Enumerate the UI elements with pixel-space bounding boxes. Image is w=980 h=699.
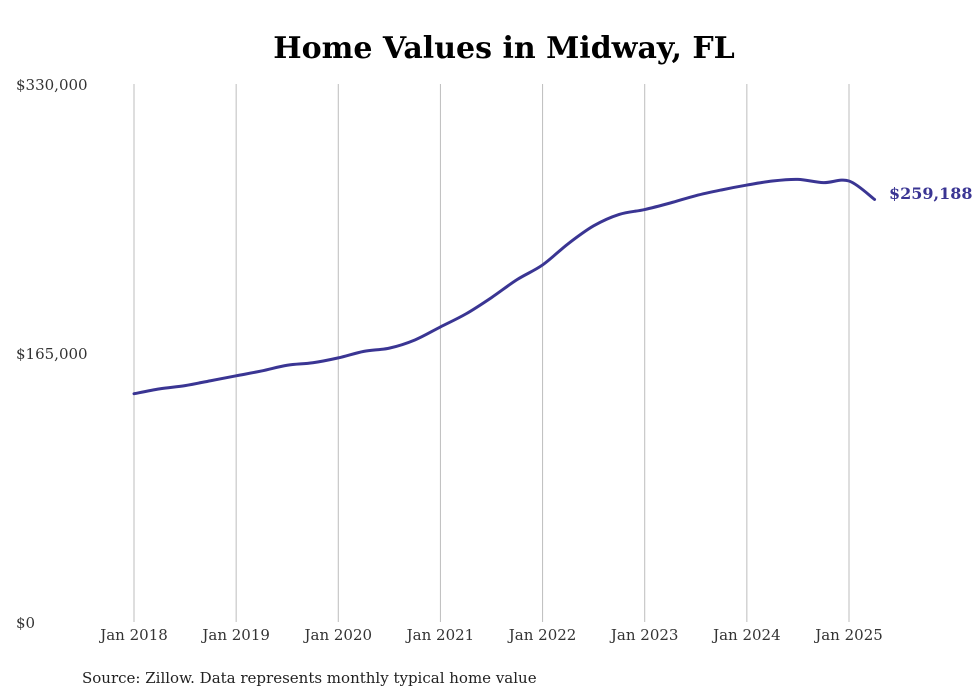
y-tick-label: $330,000 (16, 76, 88, 94)
y-axis-ticks: $0 $165,000 $330,000 (16, 76, 88, 632)
x-tick-label: Jan 2023 (609, 626, 679, 644)
y-tick-label: $165,000 (16, 345, 88, 363)
x-tick-label: Jan 2021 (405, 626, 475, 644)
end-value-label: $259,188 (889, 184, 973, 203)
y-tick-label: $0 (16, 614, 35, 632)
series-line (132, 177, 877, 396)
x-axis-ticks: Jan 2018 Jan 2019 Jan 2020 Jan 2021 Jan 2022… (98, 626, 883, 644)
x-tick-label: Jan 2020 (303, 626, 373, 644)
chart-title: Home Values in Midway, FL (273, 31, 735, 66)
x-tick-label: Jan 2025 (813, 626, 883, 644)
x-tick-label: Jan 2022 (507, 626, 577, 644)
gridlines (133, 84, 850, 622)
x-tick-label: Jan 2019 (200, 626, 270, 644)
x-tick-label: Jan 2018 (98, 626, 168, 644)
source-note: Source: Zillow. Data represents monthly … (82, 669, 537, 687)
x-tick-label: Jan 2024 (711, 626, 781, 644)
